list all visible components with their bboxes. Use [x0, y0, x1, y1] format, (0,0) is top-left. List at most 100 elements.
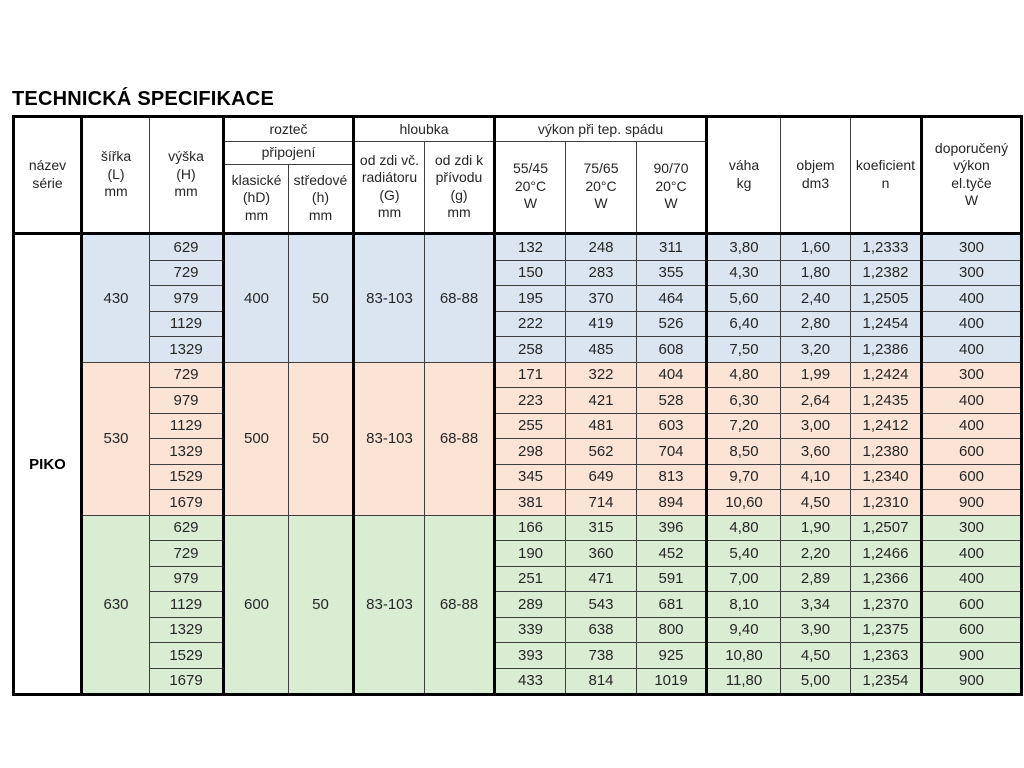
cell-koeficient: 1,2507 [850, 514, 923, 541]
cell-od-zdi-k: 68-88 [424, 514, 496, 695]
table-row: 1529 393 738 925 10,80 4,50 1,2363 900 [13, 642, 1022, 669]
unit-w: W [964, 192, 979, 208]
cell-vykon-75-65: 370 [565, 285, 637, 312]
cell-vaha: 7,50 [706, 336, 781, 363]
cell-doporuceny-vykon: 400 [921, 310, 1022, 337]
cell-objem: 3,00 [780, 412, 851, 439]
cell-vaha: 5,60 [706, 285, 781, 312]
table-row: 1329 339 638 800 9,40 3,90 1,2375 600 [13, 616, 1022, 643]
cell-od-zdi-vc: 83-103 [353, 514, 425, 695]
header-pripojeni: připojení [223, 141, 355, 165]
cell-vaha: 11,80 [706, 667, 781, 695]
cell-vykon-75-65: 814 [565, 667, 637, 695]
cell-vaha: 6,40 [706, 310, 781, 337]
cell-vyska: 729 [149, 361, 225, 388]
table-row: 729 190 360 452 5,40 2,20 1,2466 400 [13, 540, 1022, 567]
header-nazev-label: název série [28, 157, 67, 191]
table-row: 630 629 600 50 83-103 68-88 166 315 396 4,80 1,90 1… [13, 514, 1022, 695]
cell-doporuceny-vykon: 300 [921, 361, 1022, 388]
header-roztec: rozteč [223, 116, 355, 142]
cell-vykon-75-65: 421 [565, 387, 637, 414]
cell-koeficient: 1,2363 [850, 642, 923, 669]
cell-vykon-55-45: 381 [494, 489, 566, 516]
cell-objem: 1,80 [780, 259, 851, 286]
cell-vykon-55-45: 255 [494, 412, 566, 439]
cell-objem: 5,00 [780, 667, 851, 695]
cell-vyska: 1129 [149, 412, 225, 439]
cell-vyska: 1529 [149, 463, 225, 490]
cell-series-name: PIKO [13, 232, 83, 695]
cell-stredove: 50 [288, 361, 355, 516]
cell-doporuceny-vykon: 400 [921, 285, 1022, 312]
unit-mm: mm [104, 183, 128, 200]
cell-koeficient: 1,2340 [850, 463, 923, 490]
header-nazev-serie: název série [13, 116, 83, 234]
cell-vyska: 1529 [149, 642, 225, 669]
cell-vyska: 1329 [149, 438, 225, 465]
cell-vaha: 10,60 [706, 489, 781, 516]
cell-vykon-75-65: 283 [565, 259, 637, 286]
cell-vykon-55-45: 150 [494, 259, 566, 286]
cell-koeficient: 1,2454 [850, 310, 923, 337]
cell-doporuceny-vykon: 600 [921, 463, 1022, 490]
cell-koeficient: 1,2354 [850, 667, 923, 695]
cell-klasicke: 500 [223, 361, 289, 516]
cell-vykon-90-70: 591 [636, 565, 708, 592]
cell-vaha: 4,30 [706, 259, 781, 286]
cell-vaha: 7,20 [706, 412, 781, 439]
cell-vaha: 4,80 [706, 514, 781, 541]
header-sirka: šířka (L) mm [81, 116, 150, 234]
table-row: 1129 222 419 526 6,40 2,80 1,2454 400 [13, 310, 1022, 337]
cell-koeficient: 1,2375 [850, 616, 923, 643]
table-row: 979 195 370 464 5,60 2,40 1,2505 400 [13, 285, 1022, 312]
cell-doporuceny-vykon: 600 [921, 591, 1022, 618]
cell-vaha: 8,10 [706, 591, 781, 618]
cell-vaha: 4,80 [706, 361, 781, 388]
cell-objem: 1,60 [780, 232, 851, 261]
cell-vyska: 1129 [149, 310, 225, 337]
cell-doporuceny-vykon: 900 [921, 489, 1022, 516]
cell-vykon-75-65: 714 [565, 489, 637, 516]
cell-vykon-55-45: 166 [494, 514, 566, 541]
cell-vykon-55-45: 195 [494, 285, 566, 312]
cell-vyska: 1129 [149, 591, 225, 618]
cell-vyska: 1679 [149, 489, 225, 516]
cell-vykon-90-70: 704 [636, 438, 708, 465]
header-koeficient: koeficient n [850, 116, 923, 234]
cell-objem: 2,40 [780, 285, 851, 312]
header-vykon-90-70: 90/70 20°C W [636, 141, 708, 234]
cell-vykon-55-45: 132 [494, 232, 566, 261]
cell-vykon-55-45: 251 [494, 565, 566, 592]
page-title: TECHNICKÁ SPECIFIKACE [12, 88, 274, 110]
cell-vykon-55-45: 345 [494, 463, 566, 490]
header-vykon: výkon při tep. spádu [494, 116, 708, 142]
cell-vyska: 729 [149, 540, 225, 567]
cell-doporuceny-vykon: 300 [921, 259, 1022, 286]
cell-vaha: 8,50 [706, 438, 781, 465]
cell-koeficient: 1,2505 [850, 285, 923, 312]
cell-vykon-90-70: 603 [636, 412, 708, 439]
table-row: 1129 255 481 603 7,20 3,00 1,2412 400 [13, 412, 1022, 439]
cell-od-zdi-k: 68-88 [424, 232, 496, 363]
unit-mm: mm [244, 206, 269, 223]
cell-objem: 3,34 [780, 591, 851, 618]
cell-vykon-75-65: 562 [565, 438, 637, 465]
unit-n: n [881, 174, 890, 191]
cell-vykon-90-70: 681 [636, 591, 708, 618]
unit-w: W [523, 195, 538, 212]
cell-vykon-75-65: 248 [565, 232, 637, 261]
cell-vykon-75-65: 419 [565, 310, 637, 337]
cell-vykon-75-65: 638 [565, 616, 637, 643]
cell-vyska: 979 [149, 285, 225, 312]
header-stredove: středové (h) mm [288, 164, 355, 234]
cell-objem: 2,80 [780, 310, 851, 337]
cell-koeficient: 1,2366 [850, 565, 923, 592]
cell-vykon-90-70: 404 [636, 361, 708, 388]
cell-vykon-55-45: 258 [494, 336, 566, 363]
cell-objem: 1,99 [780, 361, 851, 388]
cell-vyska: 979 [149, 387, 225, 414]
cell-stredove: 50 [288, 232, 355, 363]
unit-mm: mm [377, 204, 402, 220]
cell-vykon-90-70: 800 [636, 616, 708, 643]
unit-dm3: dm3 [801, 174, 830, 191]
